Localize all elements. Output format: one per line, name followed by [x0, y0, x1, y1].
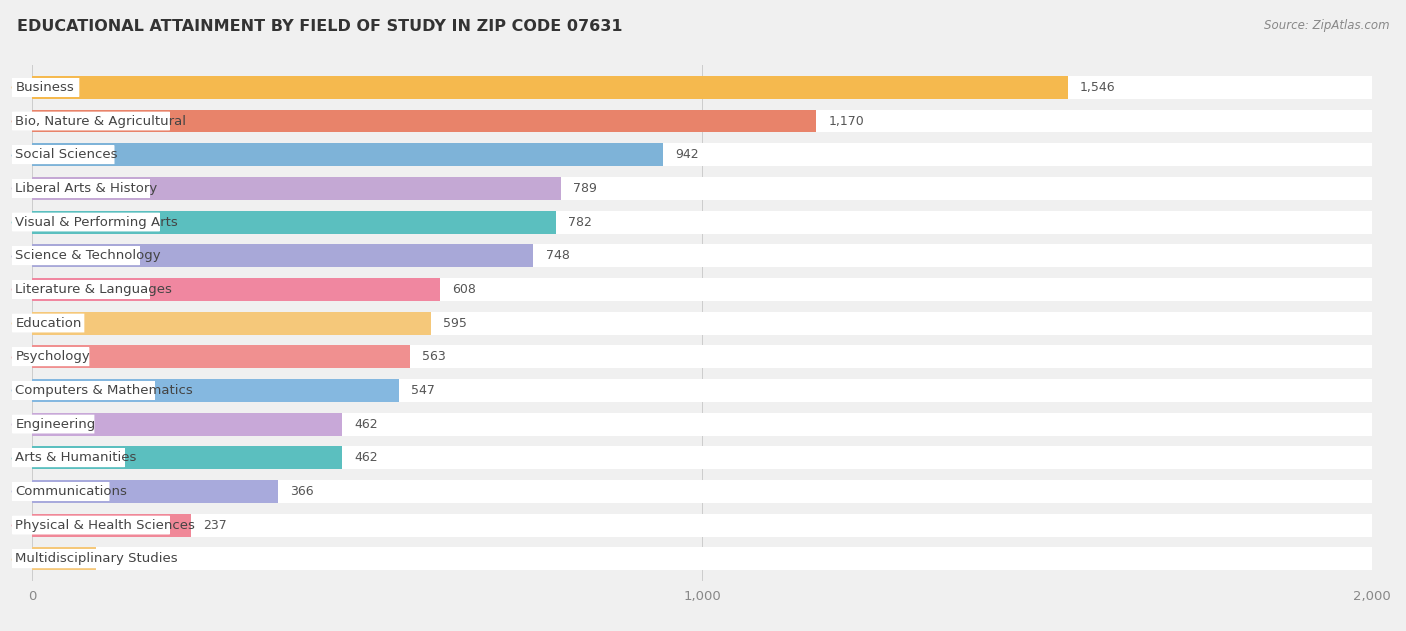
Bar: [32, 76, 1069, 99]
Text: 95: 95: [108, 552, 124, 565]
Text: Psychology: Psychology: [15, 350, 90, 363]
Bar: [32, 110, 815, 133]
Bar: [32, 211, 557, 233]
FancyBboxPatch shape: [13, 347, 90, 366]
FancyBboxPatch shape: [13, 112, 170, 131]
FancyBboxPatch shape: [32, 76, 1372, 99]
Text: 366: 366: [290, 485, 314, 498]
FancyBboxPatch shape: [13, 516, 170, 534]
Text: 1,546: 1,546: [1080, 81, 1116, 94]
Text: 608: 608: [451, 283, 475, 296]
FancyBboxPatch shape: [13, 145, 114, 164]
Text: Social Sciences: Social Sciences: [15, 148, 118, 161]
FancyBboxPatch shape: [32, 177, 1372, 200]
FancyBboxPatch shape: [32, 413, 1372, 435]
Bar: [32, 547, 96, 570]
Text: Literature & Languages: Literature & Languages: [15, 283, 172, 296]
FancyBboxPatch shape: [13, 179, 149, 198]
FancyBboxPatch shape: [13, 550, 165, 568]
Text: 1,170: 1,170: [828, 115, 863, 127]
Text: Science & Technology: Science & Technology: [15, 249, 160, 262]
FancyBboxPatch shape: [13, 78, 79, 97]
FancyBboxPatch shape: [13, 246, 139, 265]
Bar: [32, 514, 191, 536]
FancyBboxPatch shape: [32, 345, 1372, 369]
Text: EDUCATIONAL ATTAINMENT BY FIELD OF STUDY IN ZIP CODE 07631: EDUCATIONAL ATTAINMENT BY FIELD OF STUDY…: [17, 19, 623, 34]
Text: Physical & Health Sciences: Physical & Health Sciences: [15, 519, 195, 531]
FancyBboxPatch shape: [32, 143, 1372, 166]
Text: 462: 462: [354, 418, 378, 430]
Text: 237: 237: [204, 519, 226, 531]
Text: 563: 563: [422, 350, 446, 363]
FancyBboxPatch shape: [32, 278, 1372, 301]
FancyBboxPatch shape: [13, 415, 94, 433]
Text: Bio, Nature & Agricultural: Bio, Nature & Agricultural: [15, 115, 186, 127]
FancyBboxPatch shape: [32, 514, 1372, 536]
Bar: [32, 278, 440, 301]
FancyBboxPatch shape: [13, 314, 84, 333]
FancyBboxPatch shape: [13, 415, 94, 433]
Text: Visual & Performing Arts: Visual & Performing Arts: [15, 216, 179, 228]
Bar: [32, 312, 432, 334]
FancyBboxPatch shape: [32, 244, 1372, 267]
FancyBboxPatch shape: [13, 78, 79, 97]
FancyBboxPatch shape: [13, 482, 110, 501]
Text: 789: 789: [574, 182, 598, 195]
Bar: [32, 177, 561, 200]
Text: 942: 942: [675, 148, 699, 161]
FancyBboxPatch shape: [13, 145, 114, 164]
FancyBboxPatch shape: [13, 516, 170, 534]
Bar: [32, 379, 399, 402]
FancyBboxPatch shape: [13, 213, 160, 232]
Text: 595: 595: [443, 317, 467, 329]
FancyBboxPatch shape: [13, 280, 149, 299]
Text: 748: 748: [546, 249, 569, 262]
FancyBboxPatch shape: [13, 449, 125, 467]
Text: Liberal Arts & History: Liberal Arts & History: [15, 182, 157, 195]
Bar: [32, 413, 342, 435]
Text: Multidisciplinary Studies: Multidisciplinary Studies: [15, 552, 179, 565]
FancyBboxPatch shape: [13, 314, 84, 333]
Bar: [32, 244, 533, 267]
FancyBboxPatch shape: [13, 347, 90, 366]
FancyBboxPatch shape: [13, 381, 155, 400]
FancyBboxPatch shape: [13, 550, 165, 568]
FancyBboxPatch shape: [32, 379, 1372, 402]
FancyBboxPatch shape: [13, 381, 155, 400]
Text: Computers & Mathematics: Computers & Mathematics: [15, 384, 193, 397]
FancyBboxPatch shape: [13, 449, 125, 467]
FancyBboxPatch shape: [13, 482, 110, 501]
Text: Communications: Communications: [15, 485, 127, 498]
Text: 547: 547: [411, 384, 434, 397]
Text: Engineering: Engineering: [15, 418, 96, 430]
Text: Arts & Humanities: Arts & Humanities: [15, 451, 136, 464]
Text: Source: ZipAtlas.com: Source: ZipAtlas.com: [1264, 19, 1389, 32]
Bar: [32, 345, 409, 369]
Bar: [32, 480, 277, 503]
FancyBboxPatch shape: [13, 112, 170, 131]
FancyBboxPatch shape: [13, 280, 149, 299]
Bar: [32, 143, 664, 166]
FancyBboxPatch shape: [32, 211, 1372, 233]
FancyBboxPatch shape: [13, 246, 139, 265]
FancyBboxPatch shape: [32, 110, 1372, 133]
FancyBboxPatch shape: [13, 213, 160, 232]
Bar: [32, 446, 342, 469]
FancyBboxPatch shape: [32, 480, 1372, 503]
Text: Business: Business: [15, 81, 75, 94]
FancyBboxPatch shape: [32, 547, 1372, 570]
Text: Education: Education: [15, 317, 82, 329]
FancyBboxPatch shape: [13, 179, 149, 198]
Text: 782: 782: [568, 216, 592, 228]
FancyBboxPatch shape: [32, 312, 1372, 334]
FancyBboxPatch shape: [32, 446, 1372, 469]
Text: 462: 462: [354, 451, 378, 464]
